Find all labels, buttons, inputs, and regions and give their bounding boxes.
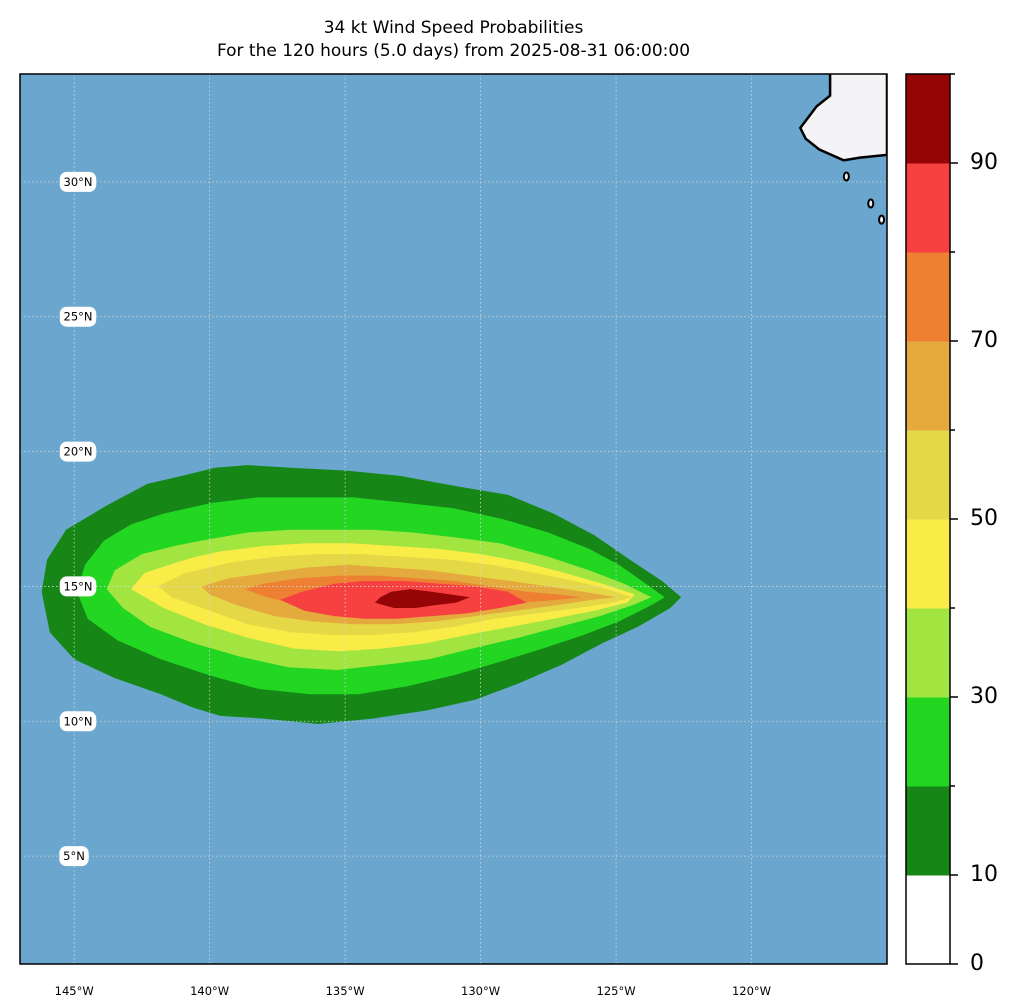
lat-label-box <box>59 846 89 867</box>
land-coastline <box>798 74 887 162</box>
lat-label: 25°N <box>64 310 93 324</box>
colorbar-segment <box>906 875 950 965</box>
map-area[interactable]: 30°N 25°N 20°N 15°N 10°N 5°N 145°W 140°W 135°W 13… <box>19 61 888 1001</box>
lat-label: 15°N <box>64 579 93 593</box>
probability-contour-90 <box>374 589 470 608</box>
island-cedros <box>867 198 875 209</box>
colorbar-segment <box>906 341 950 431</box>
map-frame <box>19 73 888 965</box>
colorbar-tick-label: 0 <box>970 951 984 976</box>
lat-label-box <box>59 306 97 327</box>
lat-label-box <box>59 171 97 192</box>
lon-label-box <box>52 980 97 1001</box>
lon-label-box <box>594 980 638 1001</box>
colorbar-segment <box>906 519 950 609</box>
lat-label-box <box>59 711 97 732</box>
colorbar-segment <box>906 74 950 164</box>
lon-label-box <box>729 980 774 1001</box>
lat-label: 10°N <box>64 714 93 728</box>
map-inner <box>20 74 887 964</box>
colorbar-tick-label: 70 <box>970 328 998 353</box>
colorbar-tick-label: 30 <box>970 684 998 709</box>
colorbar-segment <box>906 430 950 520</box>
island-small <box>878 214 886 225</box>
chart-subtitle: For the 120 hours (5.0 days) from 2025-0… <box>216 41 691 61</box>
lat-label-box <box>59 576 97 597</box>
lon-label: 135°W <box>326 984 365 998</box>
island-guadalupe <box>842 171 850 182</box>
lon-label: 125°W <box>597 984 636 998</box>
colorbar-segment <box>906 163 950 253</box>
lon-label-box <box>323 980 367 1001</box>
chart-title: 34 kt Wind Speed Probabilities <box>323 18 584 38</box>
lon-label-box <box>187 980 232 1001</box>
colorbar-tick-label: 90 <box>970 150 998 175</box>
lat-label: 5°N <box>63 849 85 863</box>
lon-label: 145°W <box>55 984 94 998</box>
colorbar <box>905 73 958 965</box>
lat-label-box <box>59 441 97 462</box>
colorbar-tick-label: 10 <box>970 862 998 887</box>
colorbar-segment <box>906 252 950 342</box>
lon-label: 120°W <box>732 984 771 998</box>
lon-label: 130°W <box>461 984 500 998</box>
colorbar-segment <box>906 697 950 787</box>
colorbar-segment <box>906 608 950 698</box>
colorbar-tick-label: 50 <box>970 506 998 531</box>
lon-label: 140°W <box>190 984 229 998</box>
colorbar-segment <box>906 786 950 876</box>
lon-label-box <box>458 980 503 1001</box>
lat-label: 20°N <box>64 445 93 459</box>
lat-label: 30°N <box>64 175 93 189</box>
